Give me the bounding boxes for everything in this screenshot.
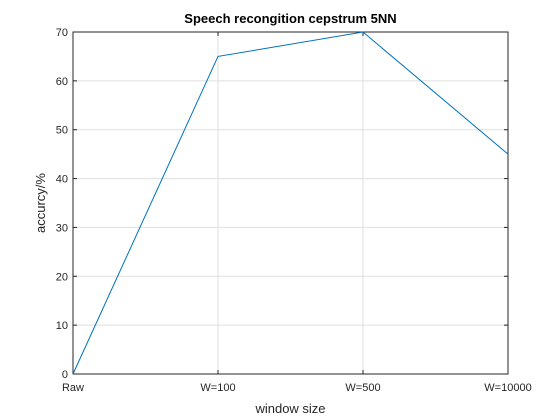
x-tick-label: W=10000: [484, 382, 531, 394]
y-tick-label: 30: [56, 222, 68, 234]
axes: [72, 31, 509, 375]
y-tick-label: 20: [56, 271, 68, 283]
series-line: [72, 31, 509, 375]
tick-labels: Raw W=100 W=500 W=10000 0 10 20 30 40 50 60 70: [56, 27, 532, 394]
y-tick-label: 10: [56, 320, 68, 332]
plot-background: [73, 32, 508, 374]
x-tick-label: W=500: [345, 382, 380, 394]
y-tick-label: 0: [62, 369, 68, 381]
x-tick-label: Raw: [62, 382, 84, 394]
axes-box: [72, 31, 509, 375]
y-tick-label: 60: [56, 76, 68, 88]
x-tick-label: W=100: [200, 382, 235, 394]
chart-title: Speech recongition cepstrum 5NN: [184, 11, 396, 26]
y-tick-label: 50: [56, 125, 68, 137]
y-tick-label: 70: [56, 27, 68, 39]
x-axis-label: window size: [254, 401, 325, 416]
data-series: [72, 31, 509, 375]
y-tick-label: 40: [56, 174, 68, 186]
y-axis-label: accurcy/%: [33, 173, 48, 233]
